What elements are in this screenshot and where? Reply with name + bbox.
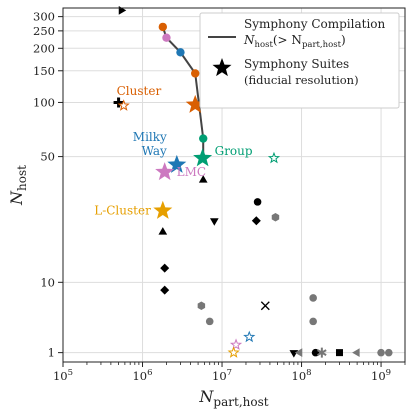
y-tick-label: 200 — [33, 41, 55, 55]
circle-marker — [205, 317, 214, 326]
square-marker — [335, 349, 343, 357]
y-tick-label: 50 — [40, 150, 55, 164]
diamond-marker — [251, 216, 261, 226]
y-tick-label: 300 — [33, 10, 55, 24]
triangle-left-marker — [294, 348, 303, 357]
suite-star-marker — [193, 148, 213, 167]
annotations: Cluster Milky Way Group LMC L-Cluster — [94, 84, 253, 218]
plus-marker — [113, 97, 124, 108]
y-tick-label: 250 — [33, 24, 55, 38]
plot-frame — [62, 7, 406, 363]
x-tick-label: 106 — [132, 368, 152, 383]
legend-box — [199, 12, 400, 109]
curve-marker — [176, 48, 185, 57]
x-marker — [260, 301, 270, 311]
x-tick-label: 109 — [371, 368, 391, 383]
y-tick-label: 100 — [33, 95, 55, 109]
triangle-up-marker — [198, 175, 208, 183]
x-tick-label: 108 — [292, 368, 312, 383]
star-label: Group — [215, 144, 253, 158]
curve-marker — [158, 22, 168, 32]
suite-star-marker — [153, 200, 173, 219]
star-label: LMC — [177, 165, 206, 179]
y-tick-label: 150 — [33, 64, 55, 78]
hexagon-marker — [271, 212, 280, 222]
star-label: L-Cluster — [94, 204, 151, 218]
open-star-marker — [117, 99, 130, 111]
triangle-down-marker — [210, 218, 219, 226]
circle-marker — [309, 317, 317, 326]
y-tick-label: 10 — [40, 275, 55, 289]
diamond-marker — [160, 285, 170, 295]
hexagon-marker — [197, 301, 206, 311]
open-star-marker — [229, 338, 243, 351]
asterisk-marker — [317, 347, 327, 358]
triangle-up-marker — [158, 227, 168, 235]
circle-marker — [384, 348, 393, 357]
circle-marker — [309, 294, 317, 302]
legend-compilation-condition: Nhost(> Npart,host) — [243, 33, 346, 50]
legend-suites-label: Symphony Suites — [244, 57, 349, 71]
suite-star-marker — [167, 154, 187, 173]
open-star-marker — [243, 330, 256, 343]
legend-compilation-label: Symphony Compilation — [244, 17, 386, 31]
circle-marker — [253, 198, 262, 206]
points-layer — [113, 6, 393, 358]
x-tick-label: 107 — [212, 368, 232, 383]
legend-star-icon — [212, 58, 232, 77]
legend-star-swatch — [212, 58, 232, 77]
curve-marker — [162, 33, 171, 42]
legend: Symphony Compilation Nhost(> Npart,host)… — [199, 12, 400, 109]
open-star-marker — [227, 346, 240, 358]
open-star-marker — [267, 151, 281, 164]
curve-marker — [191, 69, 200, 78]
circle-marker — [377, 348, 385, 357]
x-axis-label: Npart,host — [198, 387, 268, 409]
diamond-marker — [160, 263, 170, 273]
x-tick-label: 105 — [53, 368, 73, 383]
triangle-left-marker — [352, 348, 360, 357]
suite-star-marker — [155, 162, 175, 181]
star-label: Cluster — [117, 84, 162, 98]
curve-marker — [199, 134, 208, 143]
y-axis-label: Nhost — [7, 165, 29, 206]
legend-suites-sublabel: (fiducial resolution) — [244, 73, 359, 87]
suite-star-marker — [185, 94, 205, 113]
star-label: Milky Way — [133, 130, 167, 158]
y-tick-label: 1 — [48, 346, 55, 360]
